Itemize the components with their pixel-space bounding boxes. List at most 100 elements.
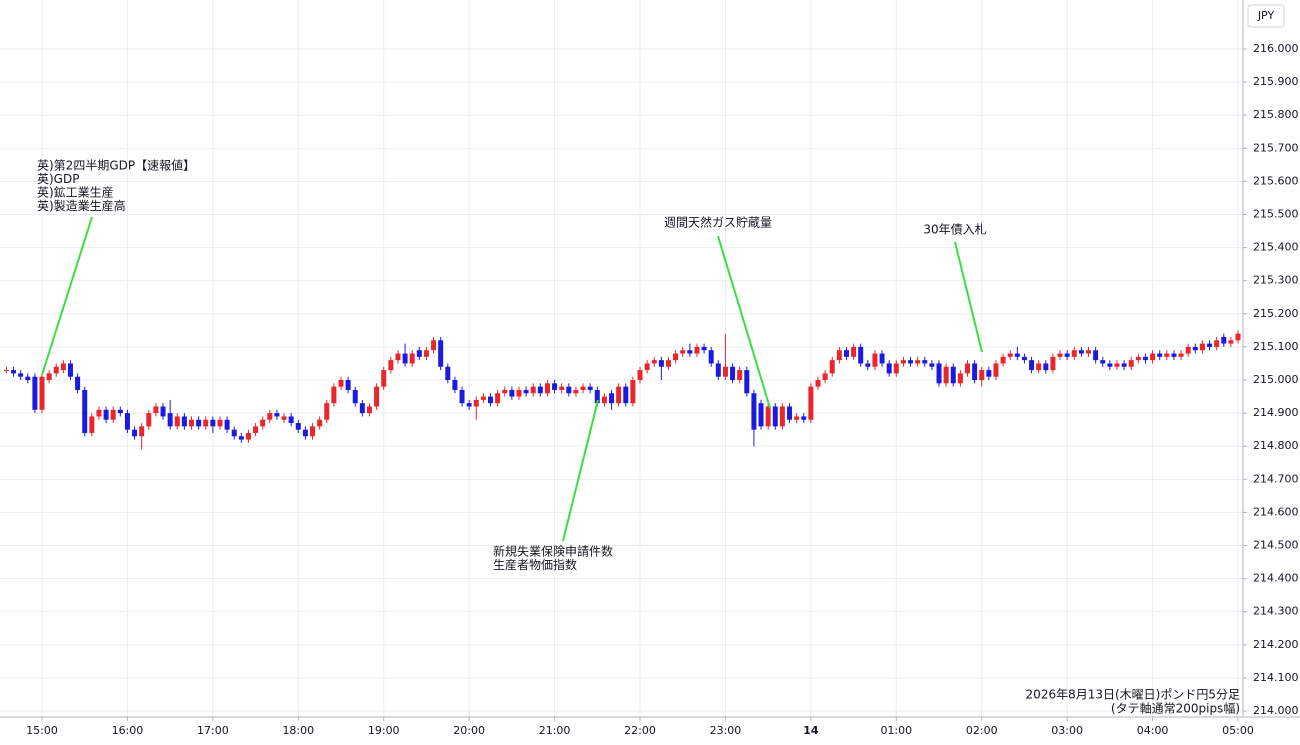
candle-body	[146, 413, 152, 427]
candle-body	[865, 363, 871, 367]
candle-body	[787, 406, 793, 420]
candle-body	[836, 350, 842, 361]
candle-body	[331, 386, 337, 404]
x-tick-label: 04:00	[1137, 724, 1169, 737]
candle-body	[46, 373, 52, 381]
candle-body	[544, 383, 550, 394]
candle-body	[886, 363, 892, 374]
candle-body	[694, 346, 700, 354]
x-tick-label: 16:00	[112, 724, 144, 737]
candle-body	[395, 353, 401, 361]
candle-body	[217, 419, 223, 427]
candle-body	[1057, 353, 1063, 357]
candle-body	[302, 429, 308, 437]
candle-body	[858, 346, 864, 364]
candle-body	[537, 386, 543, 394]
candle-body	[1086, 350, 1092, 354]
candle-body	[281, 416, 287, 420]
y-tick-label: 214.700	[1253, 472, 1299, 485]
candle-body	[516, 389, 522, 397]
currency-box	[1247, 4, 1285, 28]
candle-body	[103, 409, 109, 420]
candle-body	[822, 373, 828, 381]
candle-body	[210, 419, 216, 427]
candle-body	[11, 370, 17, 374]
candle-body	[1150, 353, 1156, 361]
x-tick-label: 17:00	[197, 724, 229, 737]
candle-body	[573, 389, 579, 394]
candle-body	[181, 416, 187, 427]
candle-body	[238, 436, 244, 440]
candle-body	[623, 386, 629, 404]
annotation-text: 週間天然ガス貯蔵量	[664, 215, 772, 230]
candle-body	[979, 370, 985, 381]
y-tick-label: 214.100	[1253, 671, 1299, 684]
candle-body	[559, 386, 565, 390]
candle-body	[1121, 363, 1127, 367]
candle-body	[843, 350, 849, 357]
annotation-text: 新規失業保険申請件数	[493, 544, 613, 559]
candle-body	[224, 419, 230, 430]
y-tick-label: 215.000	[1253, 373, 1299, 386]
candle-body	[758, 403, 764, 427]
x-tick-label: 23:00	[710, 724, 742, 737]
candle-body	[1007, 353, 1013, 357]
candle-body	[160, 406, 166, 417]
candle-body	[722, 366, 728, 377]
y-tick-label: 214.600	[1253, 505, 1299, 518]
candle-body	[32, 376, 38, 410]
candle-body	[96, 409, 102, 417]
candle-body	[416, 350, 422, 357]
candle-body	[438, 340, 444, 367]
candle-body	[1214, 340, 1220, 347]
candle-body	[480, 396, 486, 400]
candle-body	[708, 350, 714, 364]
y-tick-label: 214.800	[1253, 439, 1299, 452]
candle-body	[915, 360, 921, 364]
y-tick-label: 214.200	[1253, 638, 1299, 651]
candle-body	[943, 366, 949, 384]
candle-body	[772, 406, 778, 427]
candle-body	[67, 363, 73, 377]
x-tick-label: 03:00	[1051, 724, 1083, 737]
candle-body	[274, 413, 280, 417]
candle-body	[153, 406, 159, 414]
candle-body	[253, 426, 259, 433]
candle-body	[1021, 356, 1027, 361]
candle-body	[651, 360, 657, 364]
candle-body	[53, 366, 59, 374]
candle-body	[1228, 340, 1234, 344]
y-tick-label: 215.300	[1253, 274, 1299, 287]
candle-body	[509, 389, 515, 397]
candle-body	[957, 373, 963, 384]
candle-body	[1071, 350, 1077, 357]
candle-body	[950, 366, 956, 384]
candle-body	[801, 416, 807, 420]
candle-body	[730, 366, 736, 381]
candle-body	[502, 389, 508, 394]
candle-body	[60, 363, 66, 371]
candle-body	[167, 413, 173, 427]
candle-body	[580, 386, 586, 390]
candle-body	[1107, 363, 1113, 367]
candle-body	[922, 360, 928, 364]
candle-body	[388, 360, 394, 371]
candle-body	[808, 386, 814, 420]
candle-body	[908, 360, 914, 364]
y-tick-label: 215.600	[1253, 174, 1299, 187]
candle-body	[1000, 356, 1006, 364]
candle-body	[993, 363, 999, 377]
candle-body	[794, 416, 800, 420]
x-tick-label: 18:00	[282, 724, 314, 737]
candle-body	[1235, 333, 1241, 341]
candle-body	[466, 403, 472, 407]
candle-body	[1185, 346, 1191, 354]
annotation-text: 30年債入札	[923, 222, 986, 237]
candle-body	[673, 353, 679, 361]
candle-body	[1128, 360, 1134, 367]
candle-body	[665, 360, 671, 367]
annotation-connector	[954, 241, 983, 353]
candle-body	[872, 353, 878, 367]
candle-body	[972, 363, 978, 381]
